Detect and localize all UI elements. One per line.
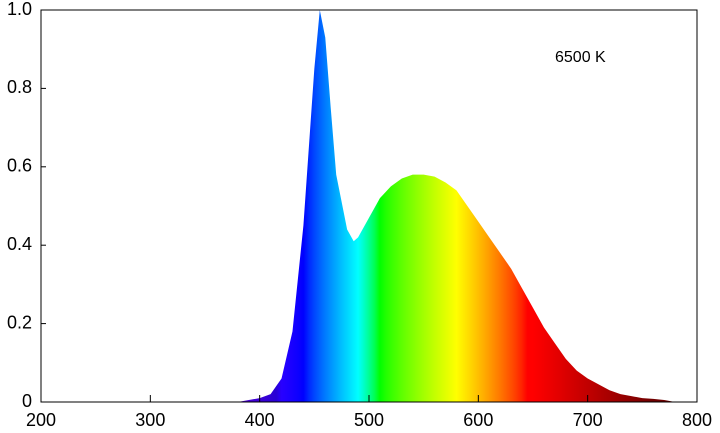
y-tick-label: 1.0: [7, 0, 32, 19]
y-tick-label: 0: [22, 391, 32, 411]
x-tick-label: 200: [26, 410, 56, 430]
x-tick-label: 800: [682, 410, 712, 430]
y-tick-label: 0.6: [7, 156, 32, 176]
x-tick-label: 600: [463, 410, 493, 430]
x-tick-label: 500: [354, 410, 384, 430]
x-tick-label: 300: [135, 410, 165, 430]
x-tick-label: 700: [573, 410, 603, 430]
y-tick-label: 0.2: [7, 312, 32, 332]
y-tick-label: 0.4: [7, 234, 32, 254]
y-tick-label: 0.8: [7, 77, 32, 97]
x-tick-label: 400: [245, 410, 275, 430]
annotation: 6500 K: [555, 49, 606, 66]
spectrum-area: [237, 10, 676, 402]
